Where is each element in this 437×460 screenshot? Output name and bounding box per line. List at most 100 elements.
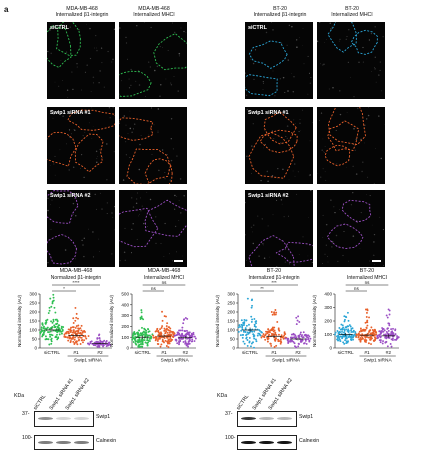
- vesicle-speck: [360, 212, 362, 214]
- cell-outline: [74, 133, 104, 173]
- cell-outline: [119, 117, 154, 141]
- data-point: [351, 327, 354, 330]
- data-point: [357, 336, 360, 339]
- data-point: [72, 329, 75, 332]
- data-point: [165, 336, 168, 339]
- vesicle-speck: [83, 255, 85, 258]
- data-point: [284, 333, 287, 336]
- vesicle-speck: [263, 147, 265, 149]
- protein-band: [259, 440, 274, 444]
- data-point: [166, 331, 169, 334]
- data-point: [246, 339, 249, 341]
- vesicle-speck: [89, 57, 92, 60]
- data-point: [145, 331, 148, 334]
- cell-outline: [144, 199, 187, 237]
- vesicle-speck: [174, 208, 176, 210]
- vesicle-speck: [185, 31, 187, 33]
- vesicle-speck: [269, 256, 271, 258]
- data-point: [267, 328, 270, 331]
- data-point: [150, 335, 153, 338]
- data-point: [187, 345, 189, 348]
- cell-outline: [119, 70, 152, 97]
- vesicle-speck: [373, 233, 376, 236]
- data-point: [338, 338, 341, 341]
- data-point: [381, 342, 384, 345]
- cell-outline: [153, 33, 187, 71]
- x-tick-label: siCTRL: [135, 350, 151, 356]
- vesicle-speck: [337, 260, 339, 262]
- vesicle-speck: [125, 141, 127, 143]
- vesicle-speck: [150, 131, 152, 133]
- data-point: [183, 330, 186, 332]
- vesicle-speck: [334, 211, 336, 214]
- data-point: [56, 338, 59, 341]
- data-point: [79, 331, 82, 334]
- data-point: [164, 332, 167, 335]
- data-point: [155, 330, 158, 332]
- data-point: [41, 324, 44, 326]
- vesicle-speck: [260, 179, 262, 182]
- data-point: [67, 339, 70, 342]
- data-point: [286, 337, 289, 340]
- data-point: [298, 335, 300, 338]
- vesicle-speck: [245, 72, 246, 74]
- vesicle-speck: [310, 190, 312, 192]
- data-point: [374, 331, 377, 334]
- protein-band: [259, 417, 274, 420]
- data-point: [78, 327, 81, 330]
- vesicle-speck: [176, 251, 177, 253]
- vesicle-speck: [266, 170, 269, 173]
- data-point: [345, 326, 348, 328]
- vesicle-speck: [302, 109, 304, 111]
- vesicle-speck: [277, 177, 278, 179]
- data-point: [96, 337, 99, 339]
- vesicle-speck: [66, 89, 69, 91]
- micrograph-panel: siCTRL: [47, 22, 115, 99]
- x-tick-label: siCTRL: [242, 350, 258, 356]
- vesicle-speck: [296, 193, 298, 195]
- micrograph-panel: [119, 107, 187, 184]
- x-tick-label: #2: [295, 350, 301, 356]
- vesicle-speck: [345, 166, 347, 168]
- vesicle-speck: [311, 261, 313, 263]
- data-point: [274, 338, 277, 341]
- data-point: [63, 333, 66, 336]
- x-tick-label: #1: [73, 350, 79, 356]
- vesicle-speck: [140, 210, 142, 212]
- data-point: [184, 317, 187, 319]
- vesicle-speck: [164, 222, 166, 225]
- data-point: [241, 326, 244, 329]
- vesicle-speck: [355, 138, 358, 140]
- vesicle-speck: [157, 130, 159, 132]
- data-point: [347, 328, 350, 331]
- vesicle-speck: [274, 95, 276, 97]
- vesicle-speck: [164, 172, 166, 173]
- data-point: [140, 334, 143, 337]
- vesicle-speck: [58, 207, 60, 208]
- data-point: [245, 333, 248, 336]
- vesicle-speck: [109, 117, 111, 119]
- group-label: Swip1 siRNA: [161, 358, 190, 364]
- data-point: [61, 329, 64, 332]
- cell-outlines: [317, 107, 385, 184]
- data-point: [52, 320, 55, 323]
- data-point: [45, 338, 48, 341]
- vesicle-speck: [367, 176, 369, 178]
- data-point: [304, 333, 307, 336]
- vesicle-speck: [139, 143, 141, 146]
- vesicle-speck: [128, 116, 130, 118]
- vesicle-speck: [324, 253, 326, 255]
- vesicle-speck: [369, 260, 371, 262]
- data-point: [350, 331, 353, 333]
- data-point: [308, 340, 311, 343]
- data-point: [160, 332, 163, 335]
- data-point: [140, 343, 143, 346]
- data-point: [376, 335, 379, 338]
- data-point: [242, 321, 245, 324]
- data-point: [58, 333, 61, 336]
- data-point: [273, 333, 276, 336]
- vesicle-speck: [331, 26, 333, 28]
- vesicle-speck: [94, 193, 96, 196]
- cell-outlines: [317, 22, 384, 98]
